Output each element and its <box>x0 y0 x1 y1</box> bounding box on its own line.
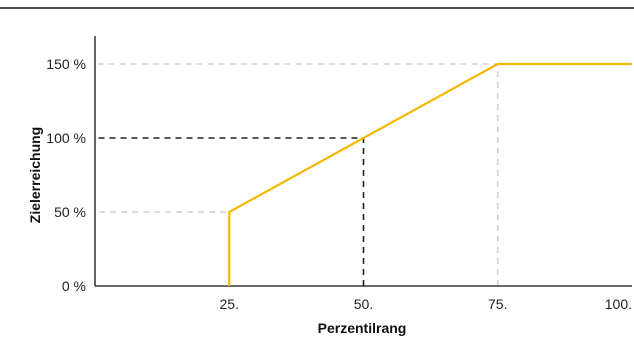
x-tick-label: 75. <box>488 296 507 312</box>
x-tick-label: 100. <box>605 296 632 312</box>
x-tick-label: 50. <box>354 296 373 312</box>
y-axis-title: Zielerreichung <box>27 127 43 223</box>
tick-labels: 0 % 50 % 100 % 150 % 25. 50. 75. 100. <box>46 56 632 312</box>
reference-line-1 <box>95 211 231 286</box>
axes <box>94 36 632 287</box>
y-tick-label: 50 % <box>54 204 86 220</box>
y-tick-label: 0 % <box>62 278 86 294</box>
x-axis-title: Perzentilrang <box>318 320 407 336</box>
y-tick-label: 150 % <box>46 56 86 72</box>
y-tick-label: 100 % <box>46 130 86 146</box>
series-layer <box>228 62 632 286</box>
series-line-1 <box>228 62 632 286</box>
x-tick-label: 25. <box>220 296 239 312</box>
